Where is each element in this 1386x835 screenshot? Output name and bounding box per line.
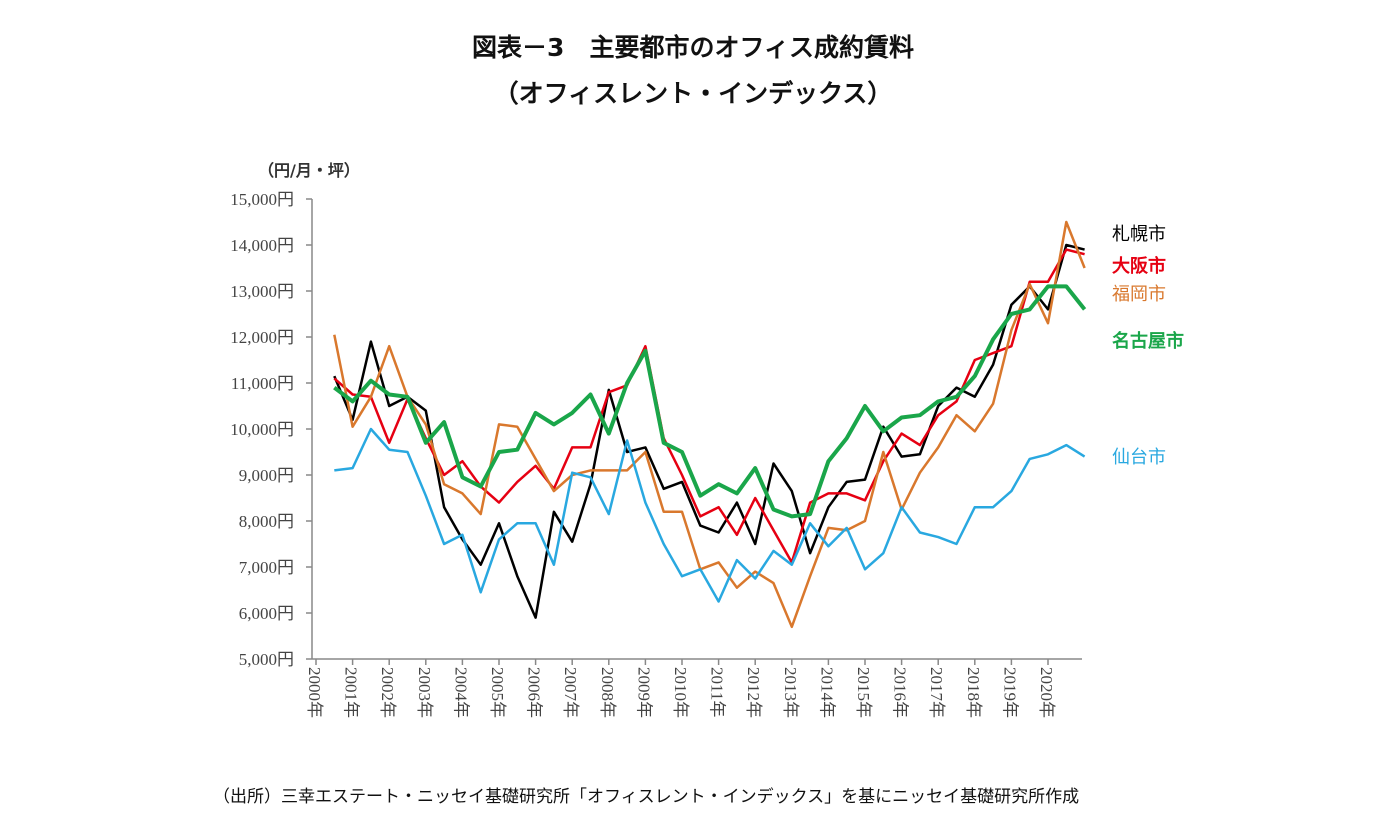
series-line-4 (334, 427, 1086, 603)
x-tick-label: 2009年 (634, 667, 653, 718)
series-label: 仙台市 (1112, 447, 1166, 468)
x-tick-label: 2019年 (1000, 667, 1019, 718)
x-tick-label: 2015年 (854, 667, 873, 718)
y-tick-label: 12,000円 (230, 328, 294, 347)
y-tick-label: 15,000円 (230, 190, 294, 209)
x-tick-label: 2005年 (488, 667, 507, 718)
x-tick-label: 2013年 (781, 667, 800, 718)
x-tick-label: 2008年 (598, 667, 617, 718)
y-tick-label: 7,000円 (239, 558, 294, 577)
chart-title: 図表－3 主要都市のオフィス成約賃料 (472, 33, 914, 62)
series-label: 福岡市 (1112, 284, 1166, 305)
y-axis-unit-label: （円/月・坪） (258, 161, 360, 180)
x-tick-label: 2002年 (378, 667, 397, 718)
x-tick-label: 2012年 (744, 667, 763, 718)
x-tick-label: 2010年 (671, 667, 690, 718)
y-tick-label: 8,000円 (239, 512, 294, 531)
series-line-0 (333, 243, 1085, 619)
x-tick-label: 2020年 (1037, 667, 1056, 718)
x-tick-label: 2000年 (305, 667, 324, 718)
x-tick-label: 2011年 (708, 667, 727, 717)
y-tick-label: 6,000円 (239, 604, 294, 623)
x-tick-label: 2004年 (451, 667, 470, 718)
x-tick-label: 2016年 (891, 667, 910, 718)
series-label: 大阪市 (1112, 255, 1166, 277)
x-tick-label: 2007年 (561, 667, 580, 718)
y-tick-label: 13,000円 (230, 282, 294, 301)
x-tick-label: 2018年 (964, 667, 983, 718)
x-tick-label: 2014年 (817, 667, 836, 718)
y-tick-label: 11,000円 (231, 374, 294, 393)
x-tick-label: 2017年 (927, 667, 946, 718)
source-note: （出所）三幸エステート・ニッセイ基礎研究所「オフィスレント・インデックス」を基に… (213, 787, 1080, 807)
x-tick-label: 2003年 (415, 667, 434, 718)
x-tick-label: 2006年 (525, 667, 544, 718)
series-label: 名古屋市 (1112, 330, 1184, 352)
x-tick-label: 2001年 (342, 667, 361, 718)
series-line-2 (333, 220, 1086, 629)
series-line-3 (333, 284, 1087, 519)
y-tick-label: 14,000円 (230, 236, 294, 255)
y-tick-label: 5,000円 (239, 650, 294, 669)
chart-subtitle: （オフィスレント・インデックス） (493, 79, 893, 108)
series-label: 札幌市 (1112, 224, 1166, 245)
y-tick-label: 9,000円 (239, 466, 294, 485)
y-tick-label: 10,000円 (230, 420, 294, 439)
